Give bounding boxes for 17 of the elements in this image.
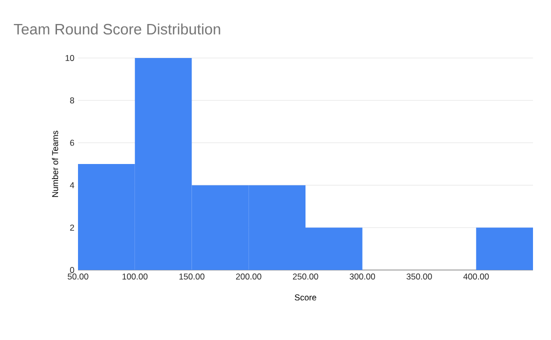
x-tick-label: 400.00 [463, 274, 489, 280]
x-tick-label: 150.00 [179, 274, 204, 280]
y-tick-label: 8 [70, 97, 74, 104]
y-tick-label: 0 [70, 266, 74, 274]
x-tick-label: 100.00 [122, 274, 148, 280]
x-tick-label: 350.00 [406, 274, 432, 280]
x-tick-label: 250.00 [292, 274, 318, 280]
chart-title: Team Round Score Distribution [14, 23, 220, 34]
x-tick-label: 300.00 [350, 274, 376, 280]
x-axis-title: Score [294, 294, 316, 300]
y-tick-label: 2 [70, 224, 74, 231]
y-tick-label: 4 [70, 182, 74, 188]
y-tick-label: 6 [70, 140, 74, 146]
x-tick-label: 50.00 [68, 274, 88, 280]
y-tick-label: 10 [66, 54, 74, 61]
y-axis-title: Number of Teams [52, 130, 58, 197]
x-tick-label: 200.00 [236, 274, 262, 280]
